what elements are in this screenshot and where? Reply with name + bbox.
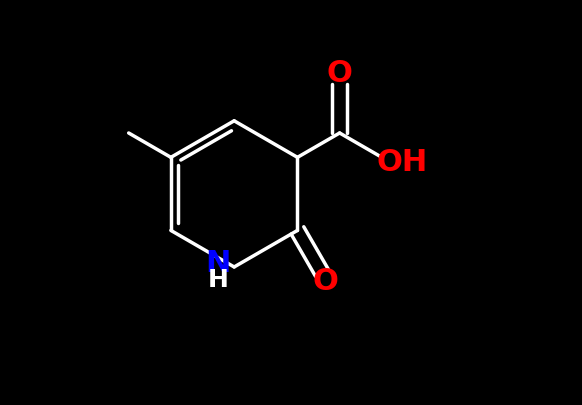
Text: H: H — [207, 267, 228, 292]
Text: OH: OH — [377, 147, 428, 177]
Text: N: N — [205, 249, 230, 278]
Text: O: O — [313, 266, 339, 296]
Text: O: O — [327, 58, 353, 87]
